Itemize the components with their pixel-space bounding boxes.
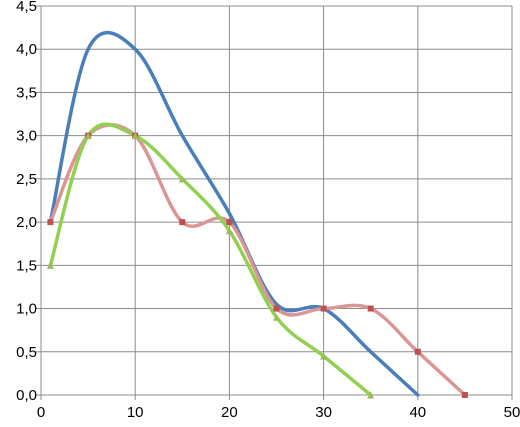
series-2-point [414,348,421,355]
marker-layer [46,132,468,399]
series-3-line [48,122,373,397]
y-tick-label: 1,0 [16,301,37,318]
x-tick-label: 30 [315,404,332,421]
y-tick-label: 0,0 [16,387,37,404]
series-3-point [46,261,54,269]
y-tick-label: 4,0 [16,41,37,58]
axis-layer [36,5,513,400]
series-1-line [48,30,420,397]
y-tick-label: 1,5 [16,257,37,274]
series-2-point [367,305,374,312]
x-tick-label: 10 [127,404,144,421]
series-2-point [461,392,468,398]
y-tick-label: 2,5 [16,171,37,188]
series-2-point [273,305,280,312]
x-tick-label: 50 [504,404,520,421]
series-layer [48,30,467,397]
x-tick-label: 40 [409,404,426,421]
grid-layer [41,5,513,395]
series-3-point [178,175,186,183]
series-2-point [47,219,54,226]
series-3-point [273,313,280,321]
series-3-point [320,352,328,360]
series-2-point [179,219,186,226]
y-tick-label: 3,5 [16,84,37,101]
series-3-point [131,132,139,140]
y-tick-label: 3,0 [16,128,37,145]
series-2-point [226,219,233,226]
y-tick-label: 4,5 [16,0,37,15]
label-layer: 0 10 20 30 40 50 0,0 0,5 1,0 1,5 2,0 2,5 3,0 3,5 4,0 4,… [16,0,520,421]
series-3-point [225,227,233,235]
y-tick-label: 0,5 [16,344,37,361]
x-tick-label: 0 [37,404,45,421]
series-3-point [84,132,92,140]
series-2-point [320,305,327,312]
x-tick-label: 20 [221,404,238,421]
y-tick-label: 2,0 [16,214,37,231]
series-2-line [48,123,467,397]
series-3-point [367,391,375,399]
